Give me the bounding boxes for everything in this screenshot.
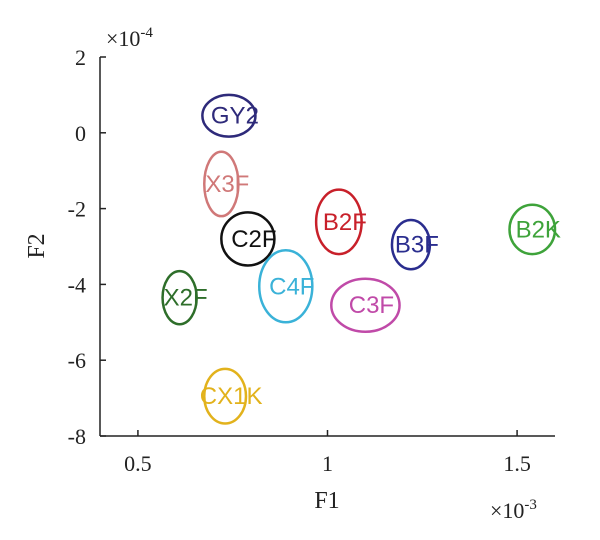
cluster-ellipse-c4f bbox=[258, 249, 314, 324]
x-ticks: 0.5 1 1.5 bbox=[124, 430, 531, 476]
cluster-ellipse-c2f bbox=[220, 211, 276, 267]
cluster-label-x2f: X2F bbox=[164, 285, 208, 312]
cluster-ellipse-x3f bbox=[203, 150, 240, 218]
y-multiplier-base: ×10 bbox=[106, 26, 140, 51]
cluster-ellipse-gy2 bbox=[201, 93, 257, 138]
cluster-x3f: X3F bbox=[203, 150, 249, 218]
cluster-ellipse-b2f bbox=[314, 188, 363, 256]
cluster-cx1k: CX1K bbox=[200, 367, 263, 425]
y-tick-label: 0 bbox=[75, 121, 86, 146]
cluster-label-c3f: C3F bbox=[349, 292, 394, 319]
cluster-b3f: B3F bbox=[390, 218, 439, 271]
y-axis-label: F2 bbox=[24, 233, 50, 258]
cluster-label-c2f: C2F bbox=[231, 226, 276, 253]
cluster-c4f: C4F bbox=[258, 249, 314, 324]
y-tick-label: -6 bbox=[68, 348, 86, 373]
cluster-gy2: GY2 bbox=[201, 93, 259, 138]
y-tick-label: -8 bbox=[68, 424, 86, 449]
cluster-label-b2f: B2F bbox=[323, 209, 367, 236]
y-tick-label: -4 bbox=[68, 272, 86, 297]
cluster-c3f: C3F bbox=[330, 277, 401, 334]
cluster-label-b2k: B2K bbox=[516, 216, 561, 243]
y-tick-label: -2 bbox=[68, 197, 86, 222]
plot-area: GY2 X3F C2F B2F B3F B2K C4F X2F C3F CX1K bbox=[161, 93, 561, 425]
y-multiplier: ×10-4 bbox=[106, 25, 153, 51]
cluster-ellipse-b3f bbox=[390, 218, 432, 271]
cluster-ellipse-cx1k bbox=[203, 367, 248, 425]
cluster-ellipse-b2k bbox=[508, 203, 557, 256]
cluster-label-b3f: B3F bbox=[395, 232, 439, 259]
x-multiplier: ×10-3 bbox=[490, 497, 537, 523]
y-tick-label: 2 bbox=[75, 45, 86, 70]
x-multiplier-exp: -3 bbox=[524, 497, 537, 513]
x-multiplier-base: ×10 bbox=[490, 498, 524, 523]
x-tick-label: 1 bbox=[322, 451, 333, 476]
x-tick-label: 1.5 bbox=[503, 451, 531, 476]
cluster-x2f: X2F bbox=[161, 269, 208, 326]
cluster-ellipse-c3f bbox=[330, 277, 401, 334]
y-multiplier-exp: -4 bbox=[140, 25, 153, 41]
y-ticks: 2 0 -2 -4 -6 -8 bbox=[68, 45, 106, 449]
cluster-b2k: B2K bbox=[508, 203, 561, 256]
cluster-ellipse-x2f bbox=[161, 269, 198, 326]
cluster-label-c4f: C4F bbox=[269, 273, 314, 300]
cluster-b2f: B2F bbox=[314, 188, 367, 256]
x-tick-label: 0.5 bbox=[124, 451, 152, 476]
cluster-label-gy2: GY2 bbox=[211, 103, 259, 130]
x-axis-label: F1 bbox=[314, 488, 339, 514]
cluster-label-x3f: X3F bbox=[205, 171, 249, 198]
cluster-label-cx1k: CX1K bbox=[200, 383, 263, 410]
axes bbox=[99, 57, 555, 437]
cluster-c2f: C2F bbox=[220, 211, 277, 267]
